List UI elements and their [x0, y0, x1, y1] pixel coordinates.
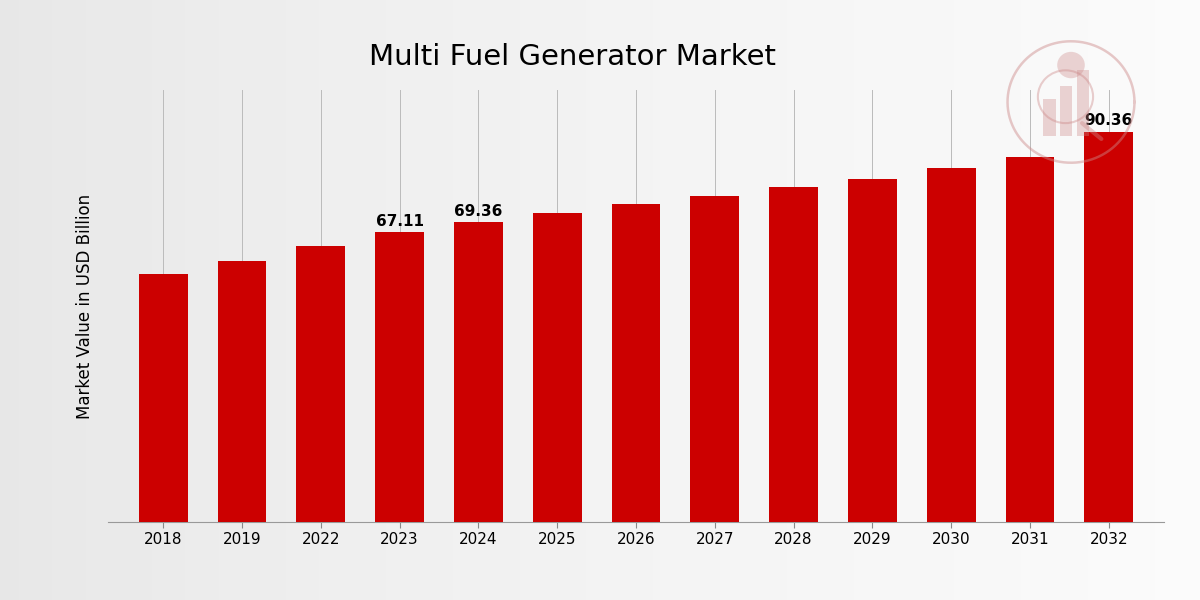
Title: Multi Fuel Generator Market: Multi Fuel Generator Market: [370, 43, 776, 71]
Bar: [926, 168, 976, 522]
Text: 67.11: 67.11: [376, 214, 424, 229]
Bar: [1085, 131, 1133, 522]
Bar: [139, 274, 187, 522]
Y-axis label: Market Value in USD Billion: Market Value in USD Billion: [76, 193, 94, 419]
Bar: [1060, 86, 1073, 136]
Bar: [690, 196, 739, 522]
Bar: [612, 205, 660, 522]
Bar: [533, 213, 582, 522]
Bar: [769, 187, 818, 522]
Bar: [1076, 70, 1088, 136]
Bar: [296, 245, 346, 522]
Bar: [376, 232, 424, 522]
Bar: [1006, 157, 1055, 522]
Bar: [1044, 100, 1056, 136]
Text: 69.36: 69.36: [455, 204, 503, 219]
Bar: [848, 179, 896, 522]
Bar: [217, 260, 266, 522]
Bar: [454, 223, 503, 522]
Circle shape: [1057, 52, 1085, 78]
Text: 90.36: 90.36: [1085, 113, 1133, 128]
